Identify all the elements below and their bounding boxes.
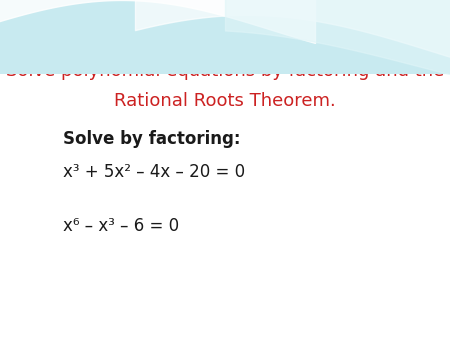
Text: x⁶ – x³ – 6 = 0: x⁶ – x³ – 6 = 0 [63,217,179,236]
Text: PreCalculus  Section 2.6: PreCalculus Section 2.6 [116,25,334,43]
Text: Solve polynomial equations by factoring and the: Solve polynomial equations by factoring … [6,62,444,80]
Text: Rational Roots Theorem.: Rational Roots Theorem. [114,92,336,111]
Text: Solve by factoring:: Solve by factoring: [63,129,240,148]
Text: x³ + 5x² – 4x – 20 = 0: x³ + 5x² – 4x – 20 = 0 [63,163,245,182]
